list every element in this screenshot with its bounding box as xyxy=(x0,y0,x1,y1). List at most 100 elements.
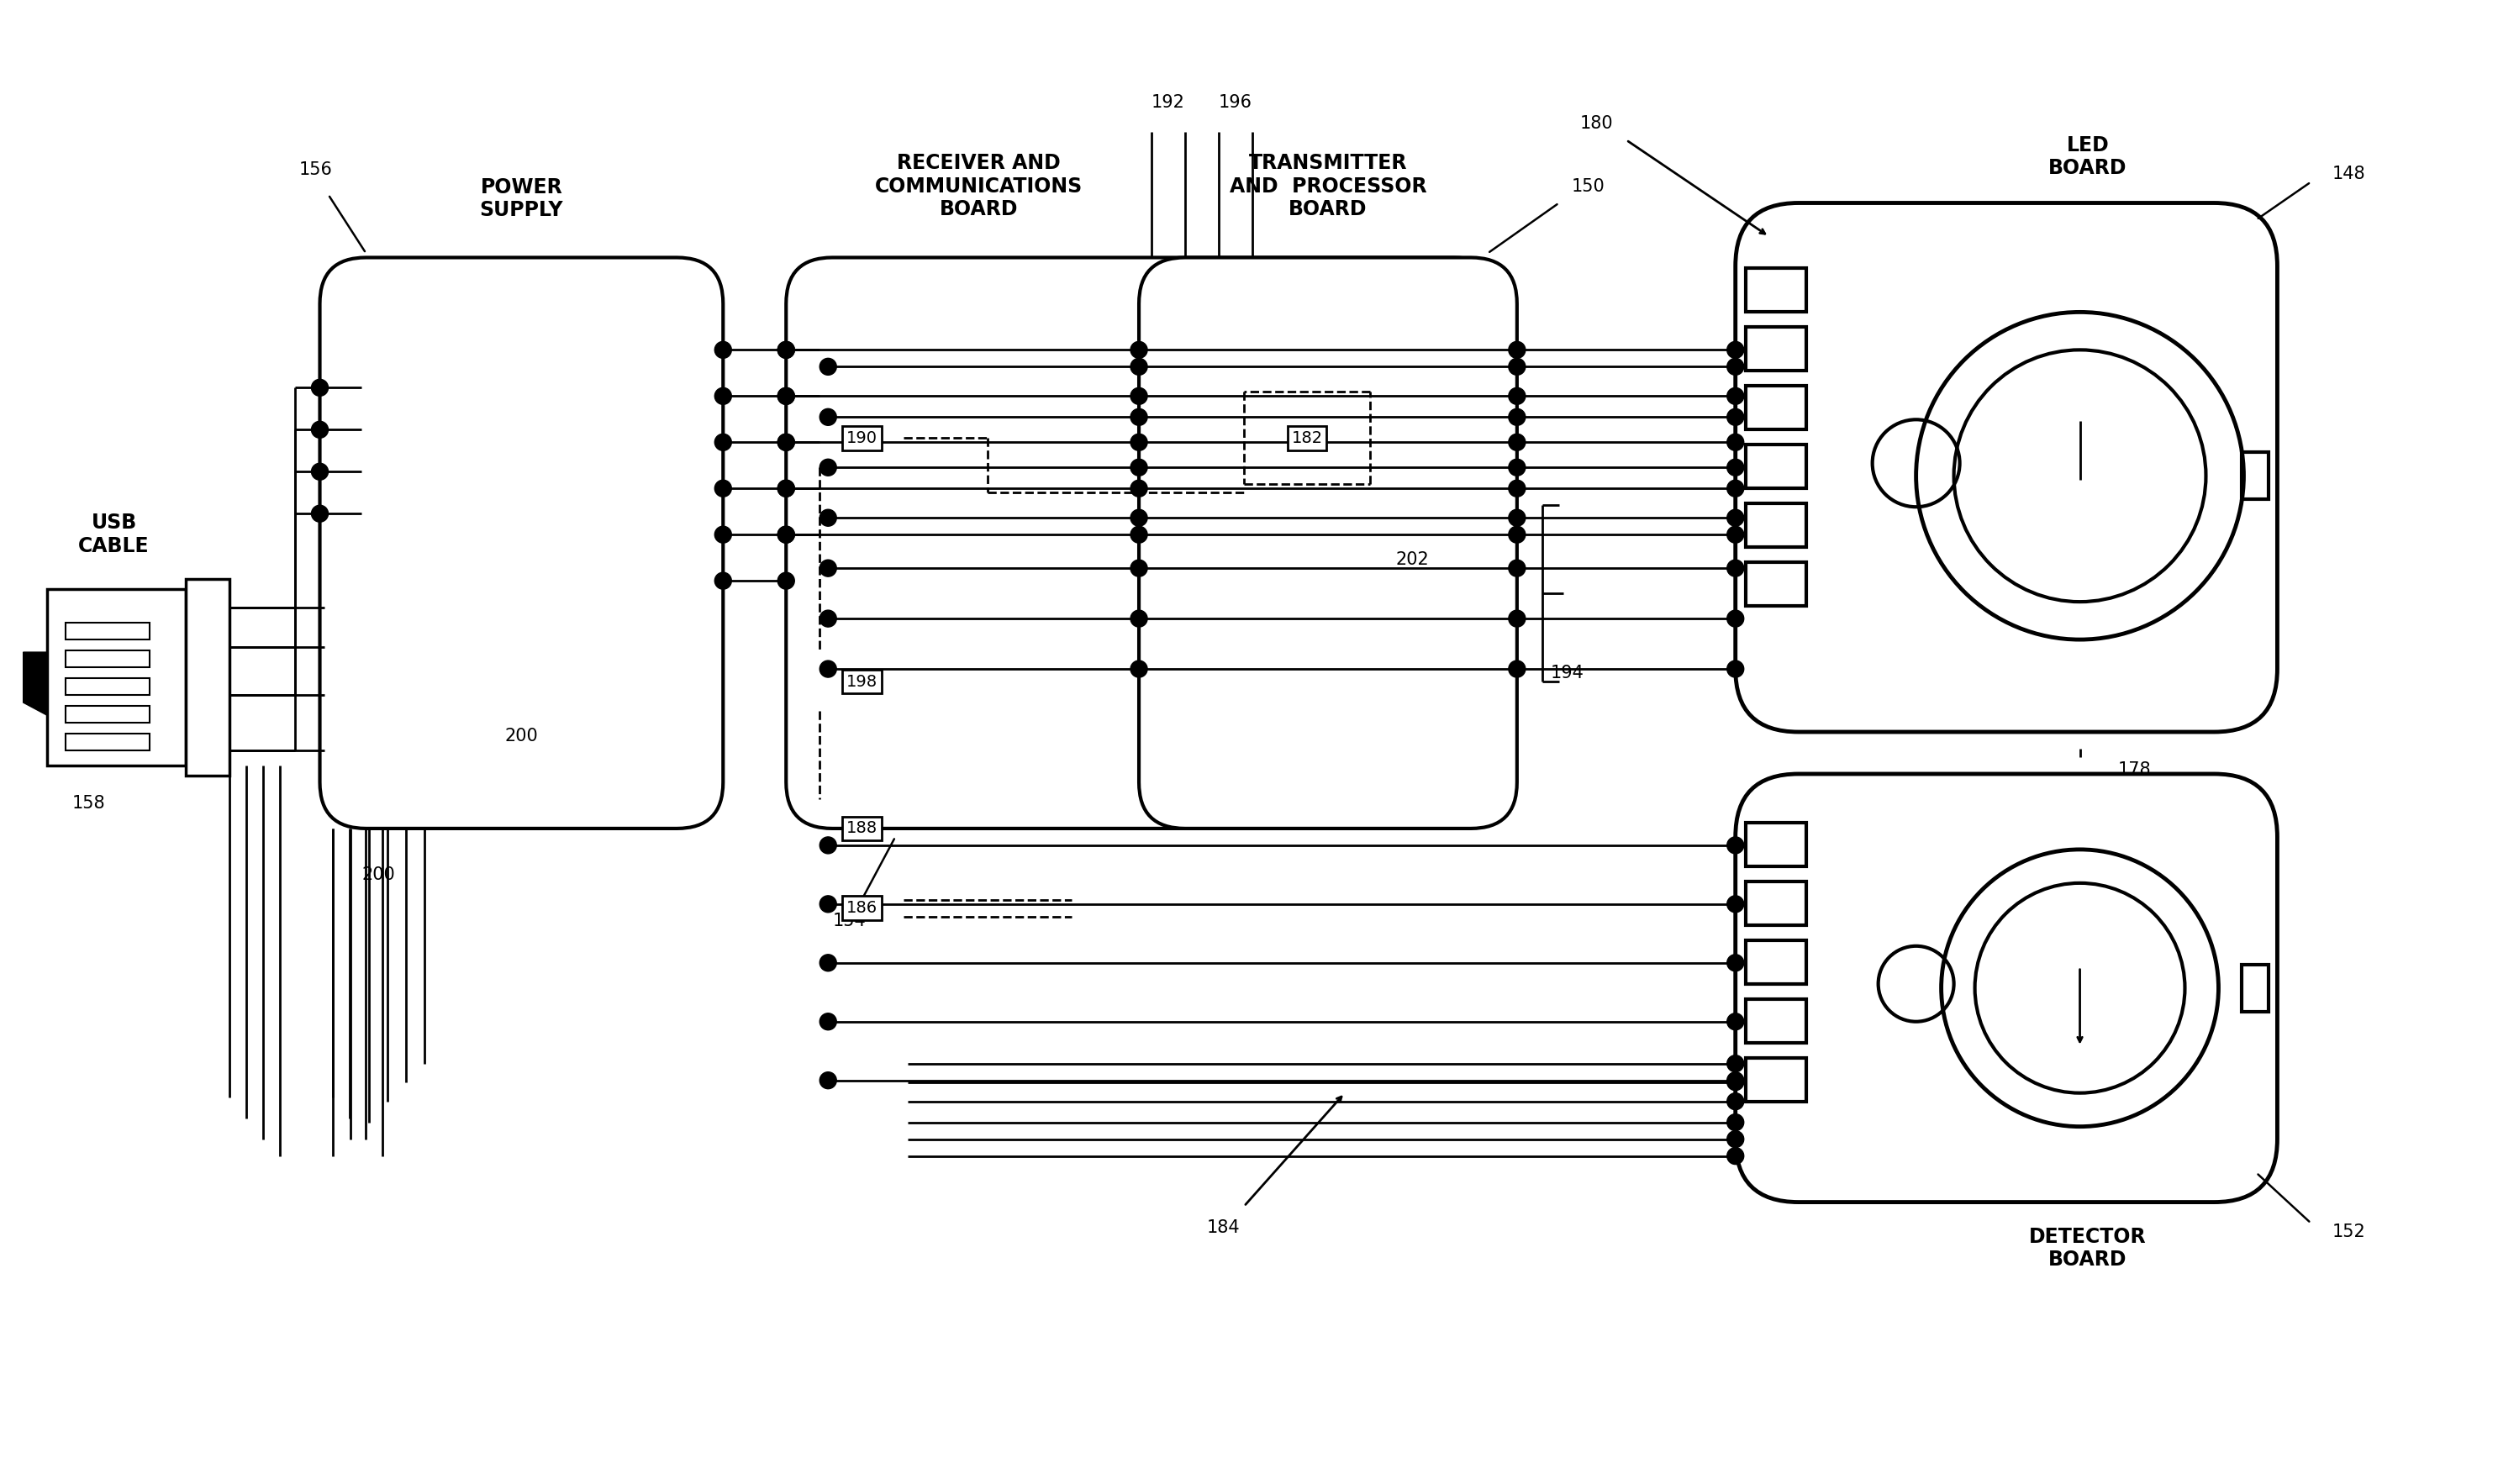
Bar xyxy=(2243,453,2268,499)
Text: RECEIVER AND
COMMUNICATIONS
BOARD: RECEIVER AND COMMUNICATIONS BOARD xyxy=(874,153,1082,220)
Circle shape xyxy=(1132,358,1147,375)
Bar xyxy=(1746,822,1806,867)
Circle shape xyxy=(1509,341,1526,358)
Circle shape xyxy=(312,505,327,522)
Bar xyxy=(1746,326,1806,371)
FancyBboxPatch shape xyxy=(787,258,1501,828)
Circle shape xyxy=(777,573,794,589)
Circle shape xyxy=(1726,1073,1744,1091)
Bar xyxy=(65,706,150,723)
Circle shape xyxy=(1726,341,1744,358)
Circle shape xyxy=(1509,610,1526,626)
Circle shape xyxy=(1726,1147,1744,1165)
Circle shape xyxy=(1132,610,1147,626)
Circle shape xyxy=(777,387,794,405)
Circle shape xyxy=(1509,387,1526,405)
Circle shape xyxy=(819,358,837,375)
FancyBboxPatch shape xyxy=(1139,258,1516,828)
Text: 152: 152 xyxy=(2333,1223,2366,1241)
Circle shape xyxy=(777,479,794,497)
Circle shape xyxy=(714,387,732,405)
Circle shape xyxy=(777,387,794,405)
Circle shape xyxy=(714,527,732,543)
Circle shape xyxy=(819,459,837,476)
Text: 154: 154 xyxy=(832,913,867,929)
Circle shape xyxy=(1509,559,1526,577)
Bar xyxy=(65,623,150,640)
Text: 188: 188 xyxy=(847,821,877,837)
Circle shape xyxy=(1509,527,1526,543)
Circle shape xyxy=(777,433,794,451)
Bar xyxy=(47,589,185,766)
Text: 186: 186 xyxy=(847,901,877,916)
Bar xyxy=(1746,562,1806,605)
Polygon shape xyxy=(22,651,47,715)
Text: 202: 202 xyxy=(1396,552,1429,568)
Bar xyxy=(65,733,150,751)
Circle shape xyxy=(1509,509,1526,527)
Text: 190: 190 xyxy=(847,430,877,447)
Circle shape xyxy=(1726,1071,1744,1089)
Circle shape xyxy=(1132,387,1147,405)
Circle shape xyxy=(1726,459,1744,476)
Text: 200: 200 xyxy=(362,867,395,883)
Bar xyxy=(65,650,150,668)
Circle shape xyxy=(1509,433,1526,451)
Circle shape xyxy=(1132,660,1147,677)
Circle shape xyxy=(1726,837,1744,853)
Circle shape xyxy=(1726,1014,1744,1030)
Circle shape xyxy=(1132,479,1147,497)
Bar xyxy=(185,579,230,776)
Text: 148: 148 xyxy=(2333,165,2366,183)
Circle shape xyxy=(1726,358,1744,375)
Circle shape xyxy=(1132,433,1147,451)
Circle shape xyxy=(777,527,794,543)
Circle shape xyxy=(714,341,732,358)
Text: TRANSMITTER
AND  PROCESSOR
BOARD: TRANSMITTER AND PROCESSOR BOARD xyxy=(1229,153,1426,220)
Text: POWER
SUPPLY: POWER SUPPLY xyxy=(480,177,565,221)
Circle shape xyxy=(777,341,794,358)
Circle shape xyxy=(1132,509,1147,527)
Circle shape xyxy=(1132,527,1147,543)
FancyBboxPatch shape xyxy=(1736,775,2278,1202)
Circle shape xyxy=(819,660,837,677)
FancyBboxPatch shape xyxy=(1736,203,2278,732)
Text: LED
BOARD: LED BOARD xyxy=(2048,135,2126,178)
Circle shape xyxy=(777,433,794,451)
Circle shape xyxy=(1726,387,1744,405)
Circle shape xyxy=(1726,1114,1744,1131)
Circle shape xyxy=(1509,479,1526,497)
Circle shape xyxy=(1726,896,1744,913)
Circle shape xyxy=(819,408,837,426)
Bar xyxy=(1746,445,1806,488)
Circle shape xyxy=(714,433,732,451)
Circle shape xyxy=(1726,527,1744,543)
Text: 184: 184 xyxy=(1207,1218,1239,1236)
Circle shape xyxy=(1726,1094,1744,1110)
Circle shape xyxy=(1726,1131,1744,1147)
Circle shape xyxy=(1726,660,1744,677)
Bar xyxy=(65,678,150,695)
Bar xyxy=(2243,965,2268,1012)
Circle shape xyxy=(1132,459,1147,476)
Circle shape xyxy=(819,954,837,971)
Circle shape xyxy=(1132,559,1147,577)
Bar xyxy=(1746,999,1806,1043)
Circle shape xyxy=(1509,408,1526,426)
Circle shape xyxy=(1509,459,1526,476)
Circle shape xyxy=(1509,660,1526,677)
Circle shape xyxy=(312,463,327,479)
Circle shape xyxy=(819,896,837,913)
Text: USB
CABLE: USB CABLE xyxy=(77,513,150,556)
Text: 200: 200 xyxy=(505,727,537,745)
Circle shape xyxy=(777,527,794,543)
Circle shape xyxy=(1726,954,1744,971)
Text: 198: 198 xyxy=(847,674,877,690)
Circle shape xyxy=(714,573,732,589)
Circle shape xyxy=(819,559,837,577)
Circle shape xyxy=(1726,479,1744,497)
Circle shape xyxy=(819,509,837,527)
Circle shape xyxy=(1132,408,1147,426)
Text: 182: 182 xyxy=(1291,430,1321,447)
Text: 180: 180 xyxy=(1581,114,1614,132)
